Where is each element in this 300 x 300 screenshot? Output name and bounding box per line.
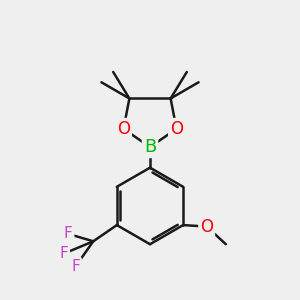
Text: F: F <box>71 259 80 274</box>
Text: O: O <box>170 120 183 138</box>
Text: B: B <box>144 138 156 156</box>
Text: O: O <box>200 218 213 236</box>
Text: O: O <box>117 120 130 138</box>
Text: F: F <box>64 226 73 242</box>
Text: F: F <box>59 246 68 261</box>
